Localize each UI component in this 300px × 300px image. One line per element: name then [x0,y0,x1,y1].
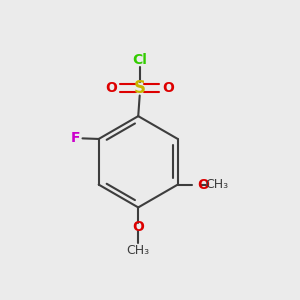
Text: O: O [132,220,144,234]
Text: F: F [71,131,80,146]
Text: O: O [197,178,209,192]
Text: S: S [134,79,146,97]
Text: O: O [105,81,117,95]
Text: CH₃: CH₃ [127,244,150,257]
Text: O: O [162,81,174,95]
Text: CH₃: CH₃ [205,178,228,191]
Text: Cl: Cl [132,53,147,67]
